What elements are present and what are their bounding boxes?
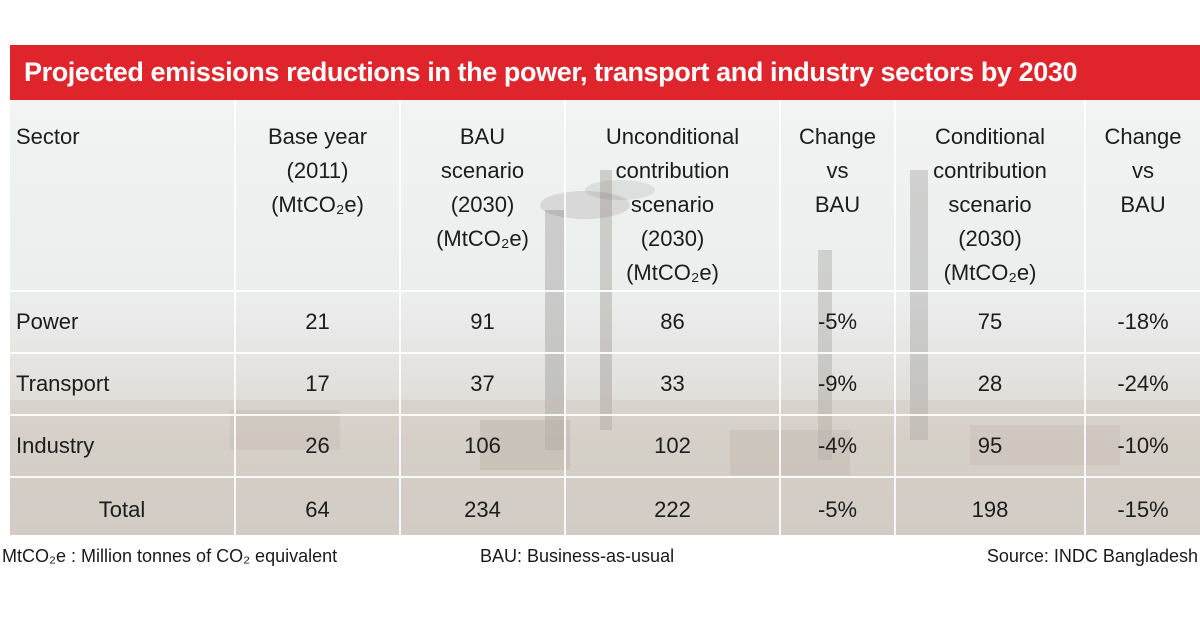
cell-base-year: 21 xyxy=(234,291,400,354)
header-change-conditional: Change vs BAU xyxy=(1084,100,1200,292)
header-line: BAU xyxy=(814,192,861,217)
table-area: Sector Base year (2011) (MtCO₂e) BAU sce… xyxy=(10,100,1200,535)
header-line: Conditional xyxy=(934,124,1046,149)
cell-sector: Transport xyxy=(10,353,235,416)
header-line: Base year xyxy=(267,124,368,149)
header-unconditional: Unconditional contribution scenario (203… xyxy=(564,100,780,292)
cell-sector: Total xyxy=(98,496,146,522)
cell-base-year: 26 xyxy=(234,415,400,478)
table-row-industry: Industry 26 106 102 -4% 95 -10% xyxy=(10,415,1200,478)
header-line: (2030) xyxy=(640,226,705,251)
cell-bau: 37 xyxy=(399,353,565,416)
header-line: BAU xyxy=(459,124,506,149)
emissions-table: Sector Base year (2011) (MtCO₂e) BAU sce… xyxy=(10,100,1200,535)
header-line: (MtCO₂e) xyxy=(271,192,364,217)
unit-footnote: MtCO₂e : Million tonnes of CO₂ equivalen… xyxy=(2,546,338,566)
header-line: Change xyxy=(798,124,877,149)
cell-bau: 106 xyxy=(399,415,565,478)
header-line: Unconditional xyxy=(605,124,740,149)
page-title: Projected emissions reductions in the po… xyxy=(24,57,1078,87)
cell-change-unconditional: -5% xyxy=(779,291,895,354)
header-line: (MtCO₂e) xyxy=(436,226,529,251)
header-line: Change xyxy=(1104,124,1182,149)
cell-base-year: 17 xyxy=(234,353,400,416)
footer: MtCO₂e : Million tonnes of CO₂ equivalen… xyxy=(0,546,1200,576)
header-line: scenario xyxy=(630,192,715,217)
source-note: Source: INDC Bangladesh xyxy=(986,546,1198,566)
header-line: contribution xyxy=(933,158,1047,183)
header-line: (2030) xyxy=(958,226,1022,251)
cell-bau: 91 xyxy=(399,291,565,354)
table-header-row: Sector Base year (2011) (MtCO₂e) BAU sce… xyxy=(10,100,1200,292)
header-change-unconditional: Change vs BAU xyxy=(779,100,895,292)
cell-change-unconditional: -5% xyxy=(779,477,895,535)
title-bar: Projected emissions reductions in the po… xyxy=(10,45,1200,100)
header-line: (MtCO₂e) xyxy=(626,260,719,285)
cell-base-year: 64 xyxy=(234,477,400,535)
cell-conditional: 75 xyxy=(894,291,1085,354)
header-bau: BAU scenario (2030) (MtCO₂e) xyxy=(399,100,565,292)
cell-change-conditional: -24% xyxy=(1084,353,1200,416)
header-line: BAU xyxy=(1120,192,1166,217)
bau-footnote: BAU: Business-as-usual xyxy=(480,546,675,566)
cell-change-conditional: -15% xyxy=(1084,477,1200,535)
cell-change-conditional: -18% xyxy=(1084,291,1200,354)
cell-change-unconditional: -9% xyxy=(779,353,895,416)
cell-unconditional: 102 xyxy=(564,415,780,478)
header-base-year: Base year (2011) (MtCO₂e) xyxy=(234,100,400,292)
header-line: (2011) xyxy=(286,158,349,183)
cell-change-conditional: -10% xyxy=(1084,415,1200,478)
cell-bau: 234 xyxy=(399,477,565,535)
header-line: scenario xyxy=(948,192,1032,217)
table-row-transport: Transport 17 37 33 -9% 28 -24% xyxy=(10,353,1200,416)
cell-unconditional: 222 xyxy=(564,477,780,535)
cell-change-unconditional: -4% xyxy=(779,415,895,478)
table-row-total: Total 64 234 222 -5% 198 -15% xyxy=(10,477,1200,535)
cell-sector: Industry xyxy=(10,415,235,478)
cell-unconditional: 86 xyxy=(564,291,780,354)
table-row-power: Power 21 91 86 -5% 75 -18% xyxy=(10,291,1200,354)
cell-conditional: 95 xyxy=(894,415,1085,478)
header-line: scenario xyxy=(440,158,525,183)
header-line: vs xyxy=(1132,158,1154,183)
cell-unconditional: 33 xyxy=(564,353,780,416)
cell-sector: Power xyxy=(10,291,235,354)
cell-conditional: 198 xyxy=(894,477,1085,535)
header-conditional: Conditional contribution scenario (2030)… xyxy=(894,100,1085,292)
header-sector: Sector xyxy=(10,100,235,292)
header-line: (MtCO₂e) xyxy=(943,260,1037,285)
cell-conditional: 28 xyxy=(894,353,1085,416)
header-line: contribution xyxy=(615,158,730,183)
header-line: (2030) xyxy=(450,192,515,217)
header-line: vs xyxy=(826,158,849,183)
